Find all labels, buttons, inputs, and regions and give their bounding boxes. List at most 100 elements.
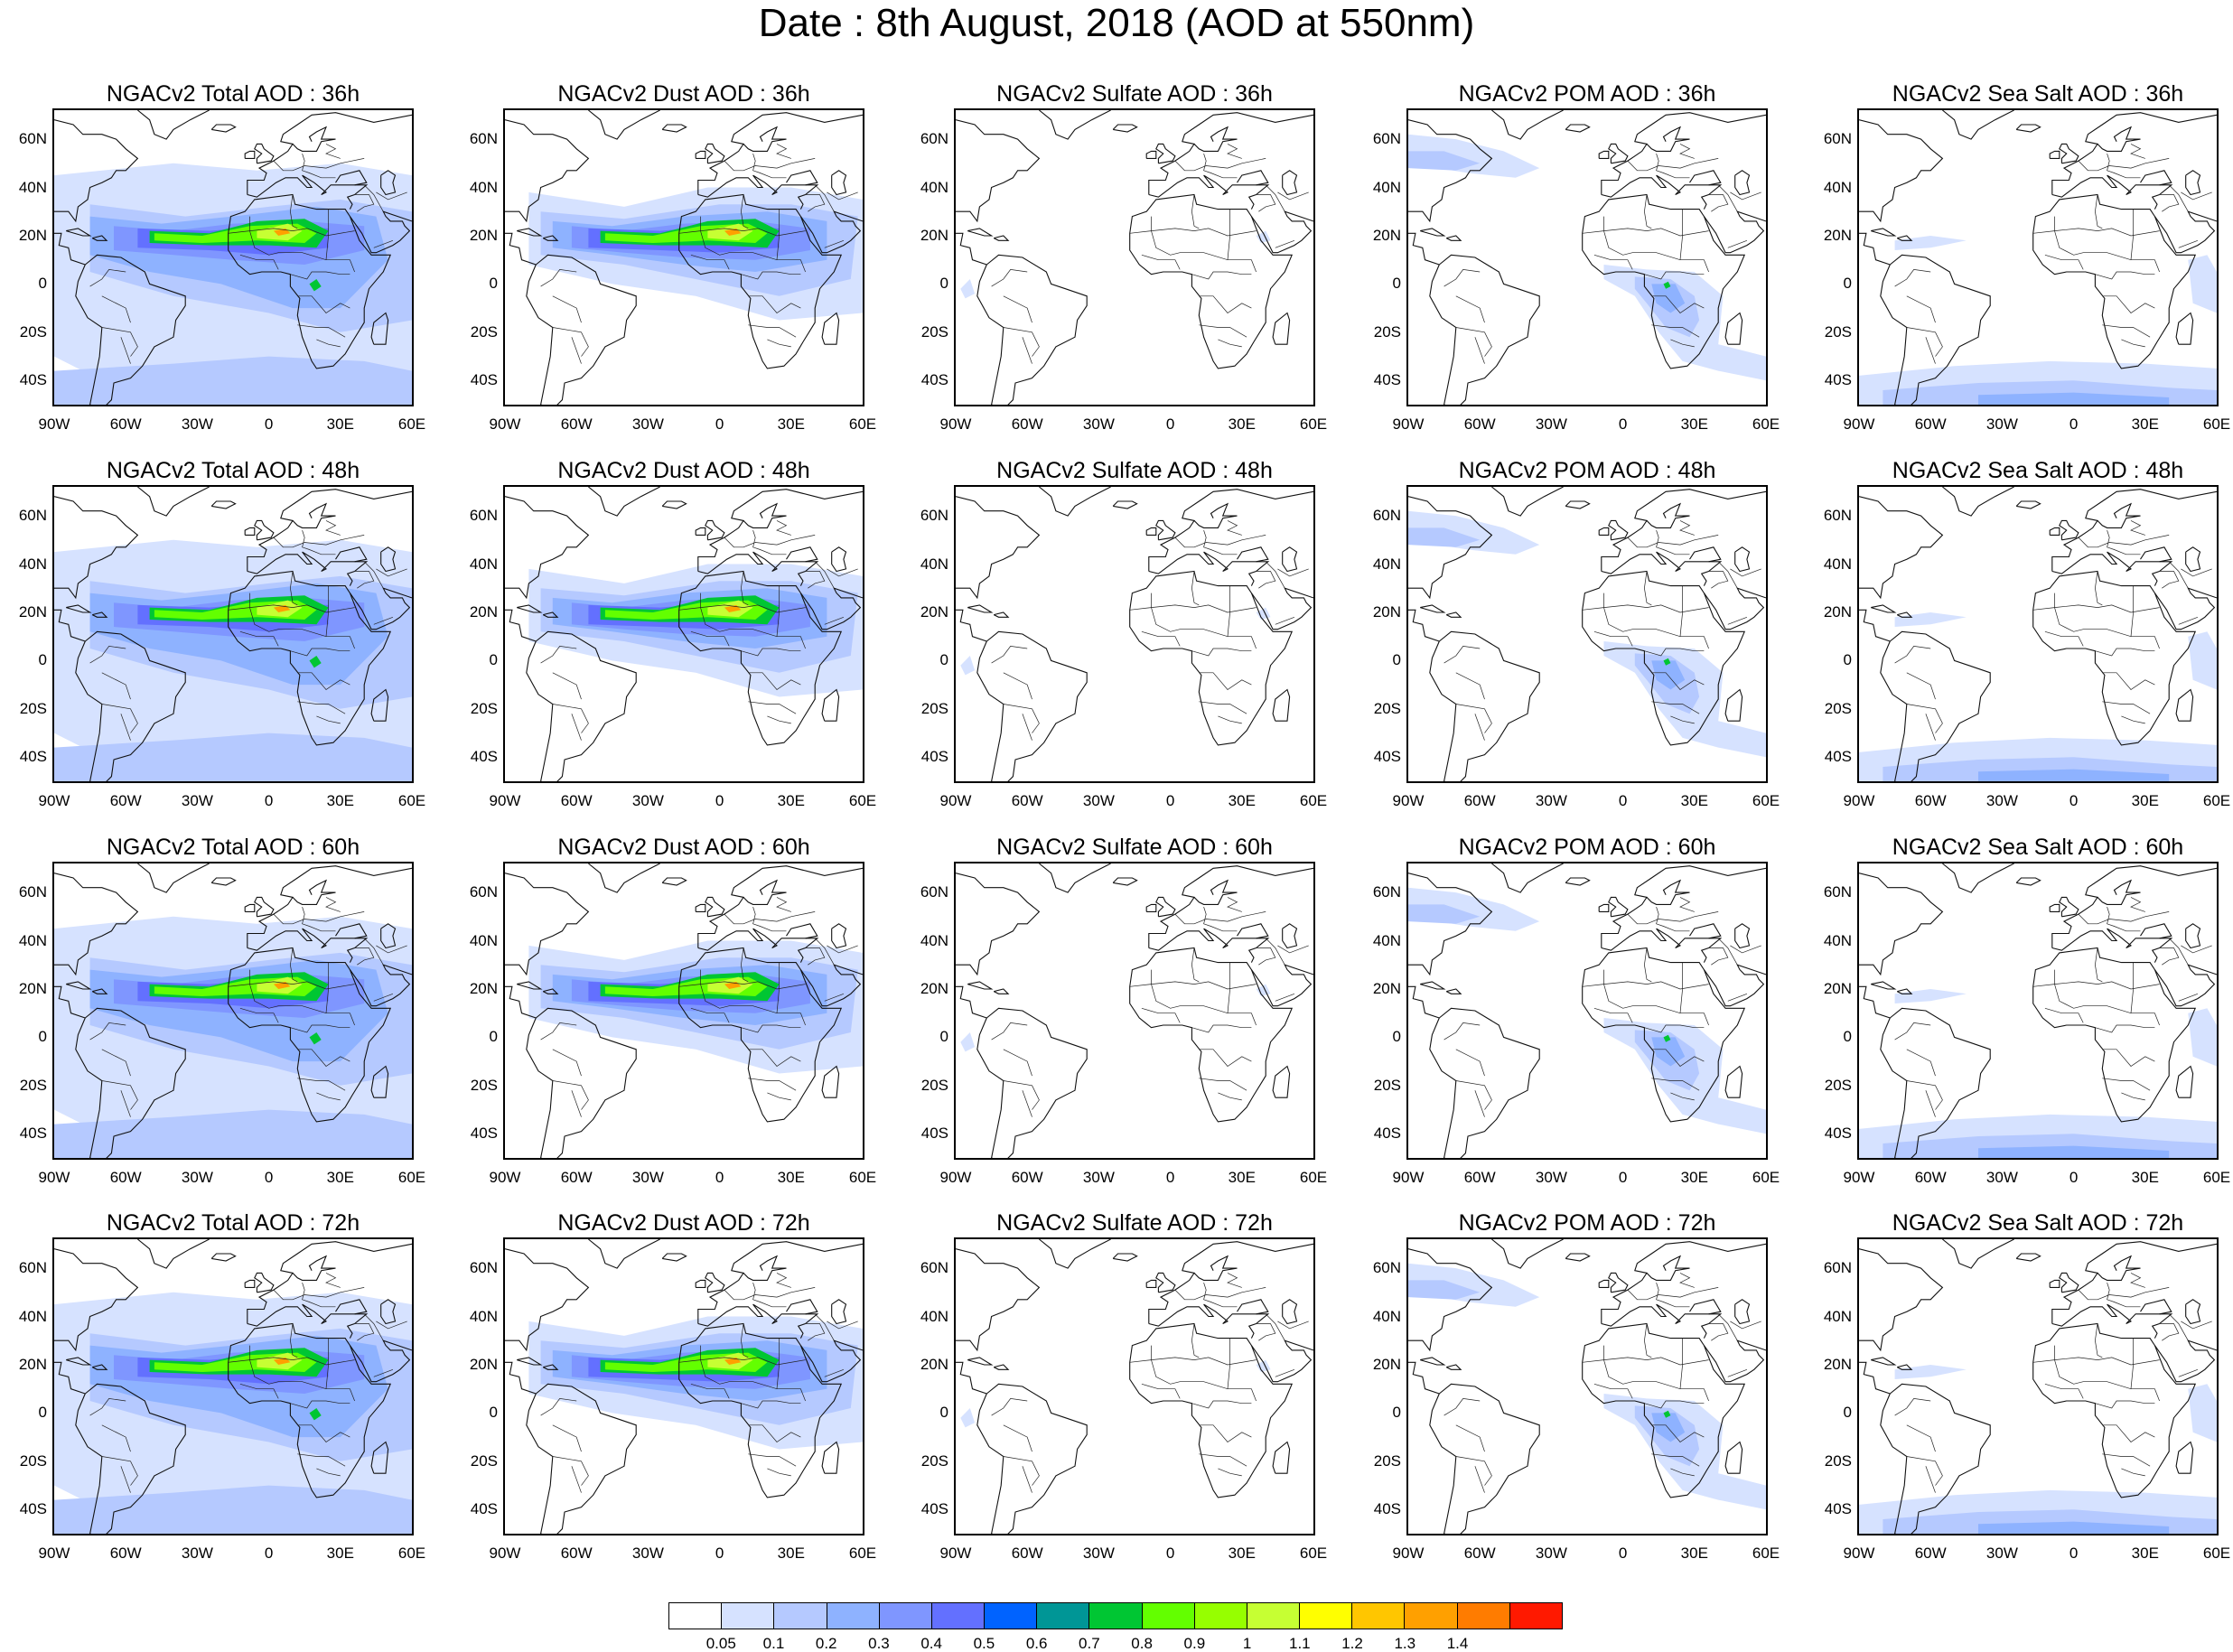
country-border: [2044, 1383, 2084, 1399]
lat-tick-label: 20S: [470, 1076, 498, 1094]
colorbar-label: 0.05: [705, 1635, 736, 1652]
panel-title: NGACv2 Dust AOD : 60h: [557, 835, 810, 860]
lat-tick-label: 20N: [18, 226, 47, 244]
coastline: [821, 312, 840, 345]
lat-tick-label: 40S: [19, 371, 47, 389]
coastline: [786, 546, 818, 563]
coastline: [1859, 232, 1891, 266]
lon-tick-label: 90W: [38, 792, 70, 809]
lat-tick-label: 60N: [1823, 507, 1852, 525]
country-border: [1256, 571, 1276, 589]
coastline: [967, 1357, 994, 1366]
coastline: [705, 1272, 725, 1293]
coastline: [2097, 879, 2141, 905]
panel-dust-72h: NGACv2 Dust AOD : 72h: [503, 1209, 864, 1552]
country-border: [748, 1078, 797, 1091]
dust-map: [505, 487, 863, 781]
country-border: [1644, 571, 1652, 606]
aod-contour-2: [54, 1109, 412, 1158]
coastline: [2049, 150, 2060, 159]
lon-tick-label: 0: [2069, 1545, 2079, 1562]
coastline: [661, 124, 687, 133]
country-border: [767, 1468, 791, 1477]
coastline: [54, 1248, 139, 1352]
pom-map: [1408, 110, 1766, 405]
country-border: [1003, 672, 1032, 700]
coastline: [967, 604, 994, 613]
country-border: [1022, 1090, 1032, 1117]
sulfate-map: [956, 487, 1313, 781]
country-border: [1593, 254, 1633, 270]
lat-tick-label: 40N: [469, 555, 498, 573]
country-border: [297, 672, 350, 690]
coastline: [1601, 551, 1723, 586]
coastline: [542, 611, 559, 618]
country-border: [805, 571, 826, 589]
lat-tick-label: 0: [1843, 651, 1852, 669]
aod-contour-2: [54, 1485, 412, 1534]
lat-tick-label: 20S: [1373, 699, 1401, 717]
country-border: [552, 672, 582, 700]
country-border: [1656, 529, 1690, 555]
coastline: [2140, 170, 2172, 186]
country-border: [1455, 295, 1485, 323]
country-border: [1906, 1080, 1943, 1110]
lat-tick-label: 20N: [1823, 602, 1852, 621]
coastline: [137, 110, 210, 140]
country-border: [89, 1022, 126, 1041]
map-frame: [954, 485, 1315, 783]
country-border: [1644, 271, 1705, 280]
lat-tick-label: 40N: [1372, 555, 1401, 573]
country-border: [1256, 947, 1276, 966]
coastline: [1565, 500, 1591, 509]
coastline: [380, 170, 397, 196]
colorbar-swatch: [1089, 1603, 1143, 1629]
country-border: [2078, 158, 2170, 172]
coastline: [993, 988, 1010, 994]
coastline: [705, 519, 725, 541]
country-border: [700, 593, 806, 649]
country-border: [1191, 1323, 1200, 1358]
lon-tick-label: 0: [2069, 415, 2079, 433]
country-border: [2078, 535, 2170, 548]
lat-tick-label: 60N: [469, 1259, 498, 1277]
coastline: [743, 1255, 787, 1281]
country-border: [741, 1024, 801, 1033]
map-frame: [1406, 108, 1768, 406]
country-border: [552, 1456, 589, 1486]
country-border: [2178, 1368, 2199, 1377]
coastline: [2059, 1272, 2079, 1293]
country-border: [1191, 1400, 1252, 1409]
lat-tick-label: 40N: [469, 1307, 498, 1325]
lat-tick-label: 20S: [470, 322, 498, 341]
lon-tick-label: 0: [264, 1169, 274, 1186]
country-border: [1227, 1273, 1242, 1288]
coastline: [1429, 1007, 1540, 1158]
country-border: [297, 701, 346, 714]
lat-tick-label: 40S: [1824, 371, 1852, 389]
lat-tick-label: 40N: [469, 931, 498, 949]
coastline: [1689, 923, 1722, 939]
coastline: [1420, 604, 1446, 613]
country-border: [2102, 295, 2155, 313]
coastline: [1859, 119, 1944, 223]
coastline: [1112, 877, 1138, 886]
country-border: [776, 585, 780, 637]
country-border: [814, 1313, 835, 1341]
coastline: [1601, 865, 1766, 948]
panel-title: NGACv2 Sulfate AOD : 72h: [996, 1210, 1273, 1236]
country-border: [1644, 194, 1652, 229]
panel-title: NGACv2 Total AOD : 48h: [106, 458, 360, 483]
panel-sulfate-48h: NGACv2 Sulfate AOD : 48h: [954, 456, 1315, 799]
colorbar-label: 0.5: [973, 1635, 995, 1652]
country-border: [724, 158, 816, 172]
coastline: [526, 254, 637, 405]
lon-tick-label: 30W: [1535, 1545, 1567, 1562]
country-border: [690, 1007, 730, 1023]
country-border: [325, 209, 329, 260]
lon-tick-label: 60W: [560, 415, 593, 433]
lon-tick-label: 90W: [939, 415, 972, 433]
country-border: [2121, 1092, 2145, 1101]
map-frame: [954, 108, 1315, 406]
coastline: [66, 981, 92, 990]
